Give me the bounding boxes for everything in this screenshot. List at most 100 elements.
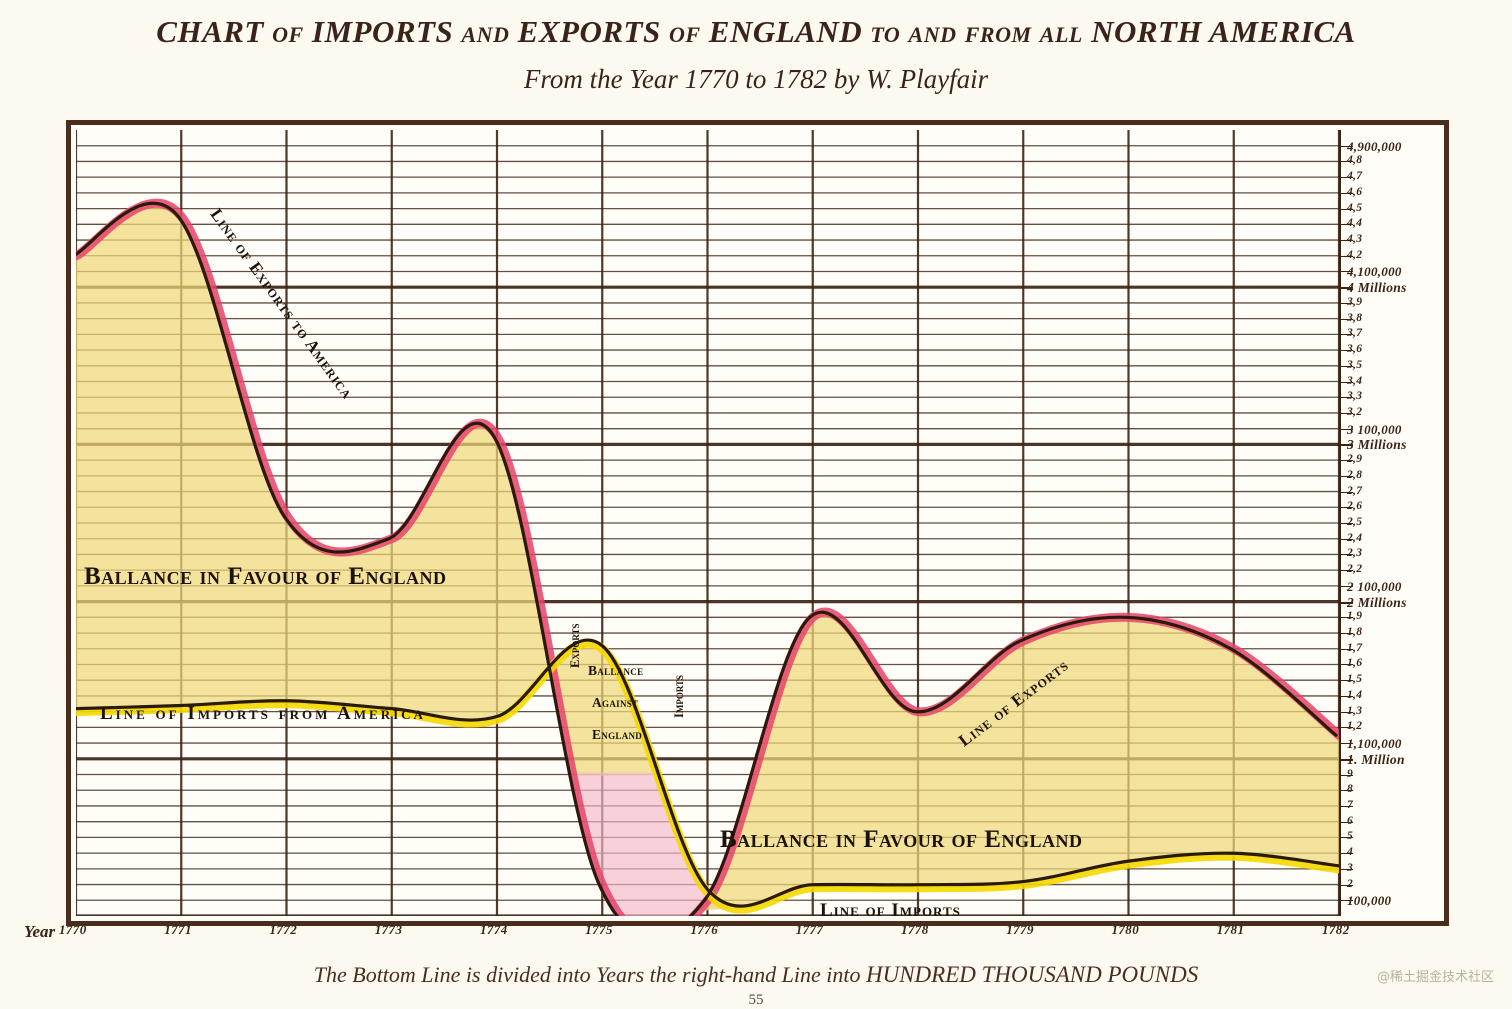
scale-label-12: 3,7 — [1347, 327, 1363, 340]
scale-tick-45 — [1339, 853, 1353, 855]
scale-label-18: 3 100,000 — [1347, 421, 1402, 437]
scale-tick-8 — [1339, 271, 1353, 273]
year-tick-1775: 1775 — [585, 922, 613, 937]
scale-label-17: 3,2 — [1347, 405, 1363, 418]
scale-tick-36 — [1339, 711, 1353, 713]
scale-tick-38 — [1339, 743, 1353, 745]
scale-tick-13 — [1339, 350, 1353, 352]
year-tick-1774: 1774 — [480, 922, 508, 937]
scale-label-1: 4,8 — [1347, 154, 1363, 167]
scale-label-27: 2,2 — [1347, 563, 1363, 576]
scale-label-34: 1,5 — [1347, 673, 1363, 686]
scale-tick-12 — [1339, 334, 1353, 336]
scale-tick-39 — [1339, 758, 1353, 761]
scale-tick-25 — [1339, 538, 1353, 540]
scale-tick-27 — [1339, 570, 1353, 572]
scale-label-8: 4,100,000 — [1347, 264, 1402, 280]
scale-label-5: 4,4 — [1347, 217, 1363, 230]
scale-tick-1 — [1339, 161, 1353, 163]
scale-label-41: 8 — [1347, 783, 1354, 796]
scale-tick-2 — [1339, 177, 1353, 179]
chart-caption: The Bottom Line is divided into Years th… — [0, 962, 1512, 988]
scale-tick-19 — [1339, 444, 1353, 447]
scale-tick-10 — [1339, 302, 1353, 304]
year-tick-1781: 1781 — [1216, 922, 1245, 937]
year-tick-1779: 1779 — [1006, 922, 1034, 937]
scale-label-33: 1,6 — [1347, 657, 1363, 670]
scale-tick-28 — [1339, 585, 1353, 587]
scale-tick-17 — [1339, 412, 1353, 414]
scale-label-3: 4,6 — [1347, 185, 1363, 198]
scale-tick-46 — [1339, 868, 1353, 870]
scale-tick-16 — [1339, 397, 1353, 399]
scale-tick-22 — [1339, 491, 1353, 493]
scale-label-31: 1,8 — [1347, 626, 1363, 639]
scale-tick-37 — [1339, 727, 1353, 729]
year-tick-1772: 1772 — [269, 922, 298, 937]
scale-tick-41 — [1339, 790, 1353, 792]
scale-tick-9 — [1339, 287, 1353, 290]
scale-label-46: 3 — [1347, 861, 1354, 874]
scale-tick-31 — [1339, 633, 1353, 635]
right-scale-axis: 4,900,000 4,8 4,7 4,6 4,5 4,4 4,3 4,2 4,100,000 4… — [1339, 130, 1444, 916]
scale-tick-40 — [1339, 774, 1353, 776]
year-tick-1770: 1770 — [59, 922, 87, 937]
scale-tick-30 — [1339, 617, 1353, 619]
scale-tick-29 — [1339, 601, 1353, 604]
chart-svg — [76, 130, 1339, 916]
scale-tick-3 — [1339, 192, 1353, 194]
page-number: 55 — [748, 992, 764, 1008]
plot-area — [76, 130, 1339, 916]
scale-label-42: 7 — [1347, 798, 1354, 811]
scale-label-19: 3 Millions — [1347, 437, 1407, 453]
scale-tick-21 — [1339, 475, 1353, 477]
scale-tick-43 — [1339, 821, 1353, 823]
scale-label-2: 4,7 — [1347, 170, 1363, 183]
scale-label-16: 3,3 — [1347, 390, 1363, 403]
scale-label-43: 6 — [1347, 814, 1354, 827]
scale-tick-4 — [1339, 208, 1353, 210]
scale-tick-6 — [1339, 240, 1353, 242]
scale-label-29: 2 Millions — [1347, 594, 1407, 610]
scale-tick-35 — [1339, 695, 1353, 697]
scale-tick-42 — [1339, 805, 1353, 807]
caption-text-2: HUNDRED THOUSAND POUNDS — [866, 962, 1199, 987]
scale-label-10: 3,9 — [1347, 295, 1363, 308]
scale-label-44: 5 — [1347, 830, 1354, 843]
scale-tick-0 — [1339, 145, 1353, 147]
year-tick-1777: 1777 — [795, 922, 824, 937]
scale-label-6: 4,3 — [1347, 233, 1363, 246]
scale-label-0: 4,900,000 — [1347, 138, 1402, 154]
scale-tick-26 — [1339, 554, 1353, 556]
scale-tick-48 — [1339, 900, 1353, 902]
scale-label-14: 3,5 — [1347, 358, 1363, 371]
scale-label-22: 2,7 — [1347, 484, 1363, 497]
year-tick-1771: 1771 — [164, 922, 192, 937]
scale-label-35: 1,4 — [1347, 688, 1363, 701]
scale-label-39: 1. Million — [1347, 751, 1405, 767]
scale-label-48: 100,000 — [1347, 893, 1392, 909]
caption-text-1: The Bottom Line is divided into Years th… — [313, 962, 866, 987]
scale-tick-14 — [1339, 365, 1353, 367]
scale-tick-47 — [1339, 884, 1353, 886]
scale-tick-7 — [1339, 255, 1353, 257]
scale-label-47: 2 — [1347, 877, 1354, 890]
year-tick-1780: 1780 — [1111, 922, 1140, 937]
scale-tick-20 — [1339, 460, 1353, 462]
scale-label-20: 2,9 — [1347, 453, 1363, 466]
scale-tick-24 — [1339, 523, 1353, 524]
scale-label-26: 2,3 — [1347, 547, 1363, 560]
scale-label-40: 9 — [1347, 767, 1354, 780]
chart-title-block: CHART of IMPORTS and EXPORTS of ENGLAND … — [0, 14, 1512, 95]
scale-label-15: 3,4 — [1347, 374, 1363, 387]
scale-label-45: 4 — [1347, 846, 1354, 859]
scale-tick-23 — [1339, 507, 1353, 509]
scale-label-13: 3,6 — [1347, 343, 1363, 356]
year-tick-1782: 1782 — [1322, 922, 1350, 937]
scale-label-25: 2,4 — [1347, 531, 1363, 544]
chart-subtitle: From the Year 1770 to 1782 by W. Playfai… — [523, 64, 989, 94]
scale-label-28: 2 100,000 — [1347, 578, 1402, 594]
scale-tick-32 — [1339, 648, 1353, 650]
scale-tick-5 — [1339, 224, 1353, 226]
